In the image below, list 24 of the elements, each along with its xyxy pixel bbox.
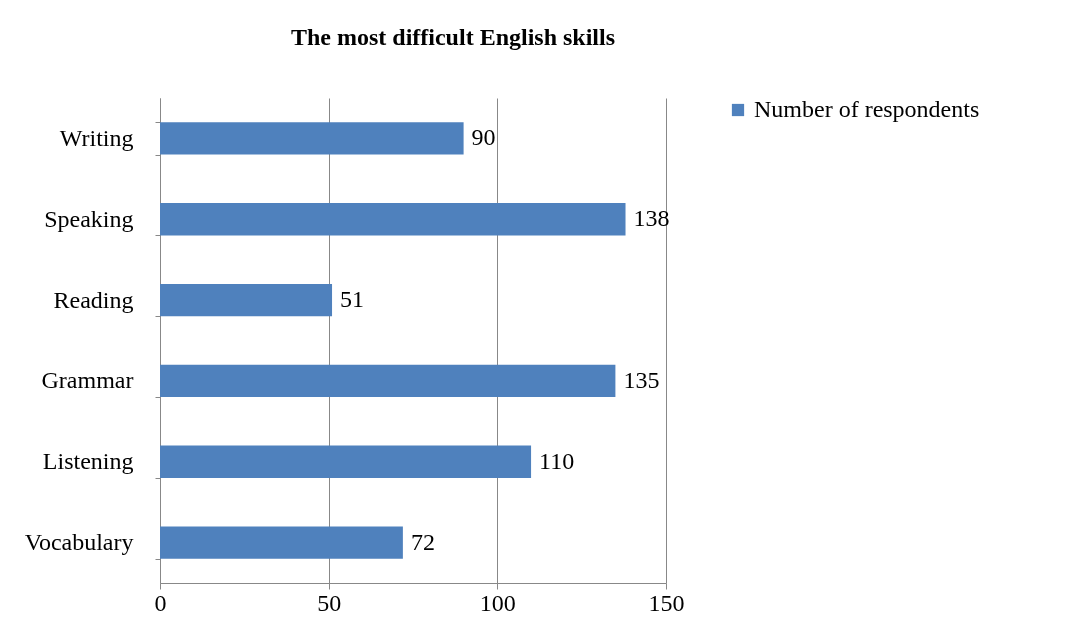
y-tick-label: Vocabulary	[24, 529, 134, 556]
data-label: 110	[539, 447, 575, 474]
chart-title: The most difficult English skills	[290, 24, 616, 50]
data-label: 138	[633, 205, 670, 232]
y-tick-label: Grammar	[41, 367, 134, 394]
data-label: 135	[623, 366, 660, 393]
data-label: 90	[471, 124, 496, 151]
bar	[160, 283, 333, 317]
y-tick-label: Writing	[59, 124, 134, 151]
x-tick-label: 100	[479, 589, 516, 616]
data-label: 51	[340, 286, 365, 313]
x-tick-label: 150	[648, 589, 685, 616]
bar	[160, 445, 532, 478]
legend-label: Number of respondents	[754, 96, 980, 122]
y-tick-label: Listening	[42, 448, 134, 475]
bar	[160, 526, 403, 559]
bar	[160, 122, 464, 155]
x-tick-label: 50	[317, 589, 342, 616]
x-tick-label: 0	[154, 589, 167, 616]
y-tick-label: Speaking	[44, 205, 134, 232]
bar	[160, 364, 616, 398]
bar	[160, 203, 626, 236]
y-tick-label: Reading	[53, 286, 134, 313]
data-label: 72	[410, 528, 435, 555]
